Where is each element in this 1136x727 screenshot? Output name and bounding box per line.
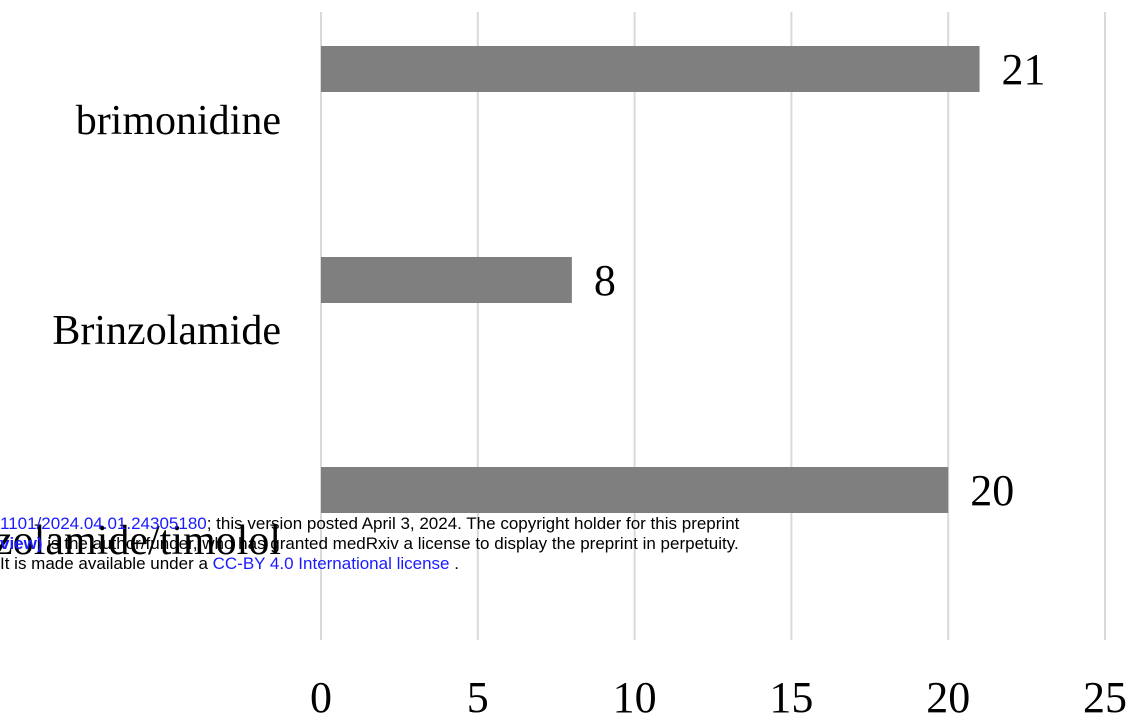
data-label: 21: [1002, 45, 1046, 94]
x-tick-labels: 0 5 10 15 20 25: [310, 673, 1127, 722]
category-labels: brimonidine Brinzolamide brinzolamide/timo…: [0, 98, 281, 564]
category-label: brimonidine: [76, 98, 281, 144]
data-label: 8: [594, 256, 616, 305]
watermark-line-2-text: is the author/funder, who has granted me…: [42, 534, 739, 553]
watermark-line-2: view) is the author/funder, who has gran…: [0, 534, 1136, 554]
bar-brinzolamide: [321, 257, 572, 303]
category-label: Brinzolamide: [52, 308, 281, 354]
x-tick-label: 0: [310, 673, 332, 722]
doi-link[interactable]: 1101/2024.04.01.24305180: [0, 514, 207, 533]
watermark-line-1-text: ; this version posted April 3, 2024. The…: [206, 514, 740, 533]
gridlines: [320, 12, 1106, 640]
watermark-line-1: 1101/2024.04.01.24305180; this version p…: [0, 514, 1136, 534]
category-label: brinzolamide/timolol: [0, 518, 281, 564]
license-link[interactable]: CC-BY 4.0 International license: [212, 554, 450, 573]
watermark-line-3-end: .: [449, 554, 459, 573]
x-tick-label: 25: [1083, 673, 1127, 722]
x-tick-label: 5: [467, 673, 489, 722]
data-label: 20: [970, 466, 1014, 515]
bar-brimonidine: [321, 46, 980, 92]
watermark-line-3-text: It is made available under a: [0, 554, 213, 573]
bar-brinzolamide-timolol: [321, 467, 949, 513]
x-tick-label: 10: [613, 673, 657, 722]
review-link[interactable]: view): [0, 534, 43, 553]
x-tick-label: 20: [926, 673, 970, 722]
preprint-watermark: 1101/2024.04.01.24305180; this version p…: [0, 514, 1136, 574]
watermark-line-3: It is made available under a CC-BY 4.0 I…: [0, 554, 1136, 574]
x-tick-label: 15: [769, 673, 813, 722]
bars: [321, 46, 980, 513]
data-labels: 21 8 20: [594, 45, 1046, 515]
